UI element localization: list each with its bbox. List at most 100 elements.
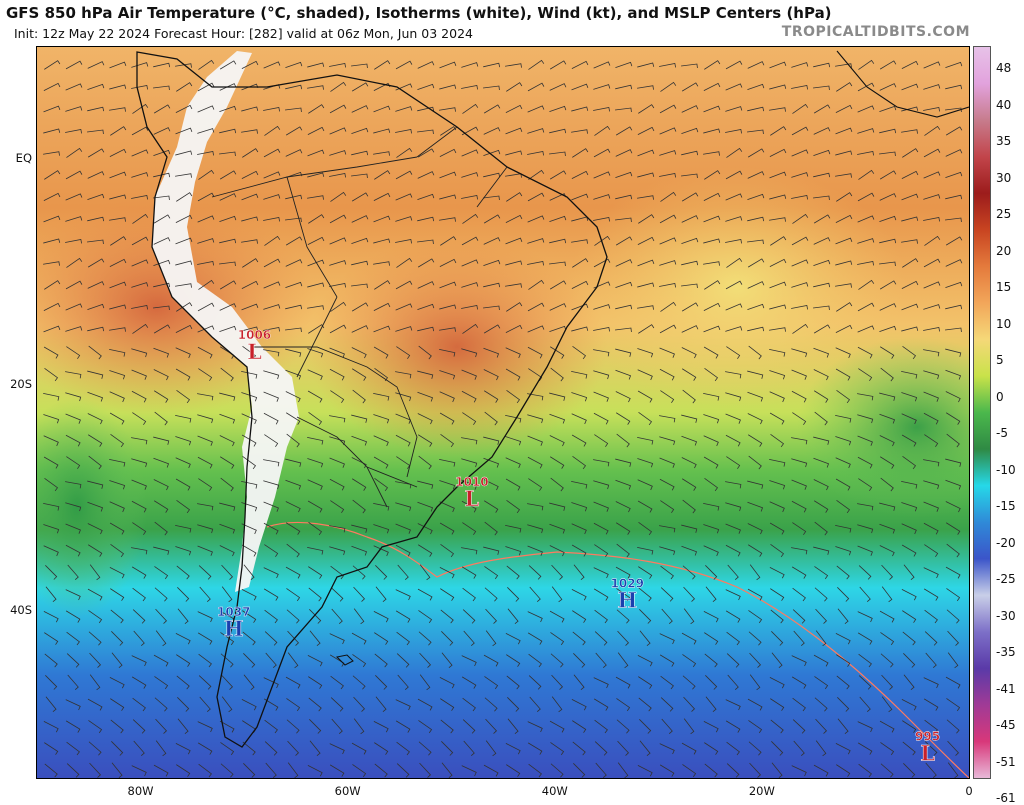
wind-barb xyxy=(264,544,279,558)
wind-barb xyxy=(463,740,475,756)
wind-barb xyxy=(879,392,896,401)
wind-barb xyxy=(287,630,300,646)
wind-barb xyxy=(109,327,126,332)
wind-barb xyxy=(153,324,171,334)
wind-barb xyxy=(131,676,147,689)
wind-barb xyxy=(132,103,149,114)
wind-barb xyxy=(859,696,871,712)
wind-barb xyxy=(703,346,719,359)
wind-barb xyxy=(813,764,829,777)
wind-barb xyxy=(197,325,215,333)
wind-barb xyxy=(527,414,544,424)
wind-barb xyxy=(660,587,674,602)
wind-barb xyxy=(175,524,192,533)
wind-barb xyxy=(417,83,435,90)
wind-barb xyxy=(462,522,477,536)
wind-barb xyxy=(637,236,655,245)
lat-label: 40S xyxy=(10,603,32,617)
wind-barb xyxy=(549,105,567,112)
wind-barb xyxy=(373,238,391,244)
wind-barb xyxy=(747,129,764,135)
wind-barb xyxy=(484,521,498,536)
wind-barb xyxy=(65,326,83,332)
wind-barb xyxy=(550,456,565,469)
warm-core-brazil xyxy=(307,237,607,457)
wind-barb xyxy=(769,348,786,357)
wind-barb xyxy=(836,675,850,690)
wind-barb xyxy=(329,415,346,423)
site-watermark[interactable]: TROPICALTIDBITS.COM xyxy=(781,24,970,40)
wind-barb xyxy=(880,367,894,382)
wind-barb xyxy=(879,435,895,447)
wind-barb xyxy=(88,631,102,646)
wind-barb xyxy=(87,61,105,69)
wind-barb xyxy=(109,258,127,267)
wind-barb xyxy=(197,238,215,244)
wind-barb xyxy=(879,238,897,244)
wind-barb xyxy=(219,392,236,401)
wind-barb xyxy=(681,237,699,244)
wind-barb xyxy=(131,547,148,555)
wind-barb xyxy=(110,698,125,711)
wind-barb xyxy=(197,128,215,134)
wind-barb xyxy=(704,477,719,492)
wind-barb xyxy=(835,633,851,645)
wind-barb xyxy=(660,390,675,404)
wind-barb xyxy=(615,327,632,333)
wind-barb xyxy=(637,765,653,777)
wind-barb xyxy=(704,632,719,645)
wind-barb xyxy=(615,259,633,267)
wind-barb xyxy=(791,348,808,358)
wind-barb xyxy=(726,147,743,158)
wind-barb xyxy=(87,588,103,601)
wind-barb xyxy=(242,741,256,756)
wind-barb xyxy=(901,83,919,91)
wind-barb xyxy=(945,217,962,223)
wind-barb xyxy=(439,194,457,200)
wind-barb xyxy=(527,151,545,156)
wind-barb xyxy=(549,435,565,447)
wind-barb xyxy=(241,60,259,69)
wind-barb xyxy=(485,740,497,757)
wind-barb xyxy=(946,588,961,602)
wind-barb xyxy=(153,764,169,777)
wind-barb xyxy=(945,61,963,68)
wind-barb xyxy=(638,566,653,579)
wind-barb xyxy=(241,413,257,425)
wind-barb xyxy=(175,104,193,113)
wind-barb xyxy=(461,547,478,555)
wind-barb xyxy=(725,60,743,70)
wind-barb xyxy=(88,610,103,624)
wind-barb xyxy=(373,414,390,424)
wind-barb xyxy=(109,567,125,579)
wind-barb xyxy=(109,348,126,357)
wind-barb xyxy=(419,762,432,778)
wind-barb xyxy=(462,609,476,624)
wind-barb xyxy=(307,259,325,267)
wind-barb xyxy=(132,323,149,334)
wind-barb xyxy=(682,499,696,514)
wind-barb xyxy=(705,696,717,713)
wind-barb xyxy=(43,545,59,557)
wind-barb xyxy=(747,83,765,90)
wind-barb xyxy=(484,566,499,580)
wind-barb xyxy=(593,107,611,112)
wind-barb xyxy=(770,433,785,448)
wind-barb xyxy=(263,588,279,601)
wind-barb xyxy=(770,236,787,246)
colorbar-tick-label: -20 xyxy=(996,535,1016,550)
wind-barb xyxy=(726,456,741,470)
colorbar-tick-label: -5 xyxy=(996,426,1008,440)
wind-barb xyxy=(639,609,652,624)
wind-barb xyxy=(770,126,787,136)
wind-barb xyxy=(461,369,477,380)
wind-barb xyxy=(65,280,83,290)
wind-barb xyxy=(351,632,367,645)
wind-barb xyxy=(330,81,347,92)
wind-barb xyxy=(726,346,741,360)
wind-barb xyxy=(109,370,126,380)
lat-label: EQ xyxy=(15,151,32,165)
wind-barb xyxy=(571,326,589,332)
wind-barb xyxy=(439,281,457,289)
